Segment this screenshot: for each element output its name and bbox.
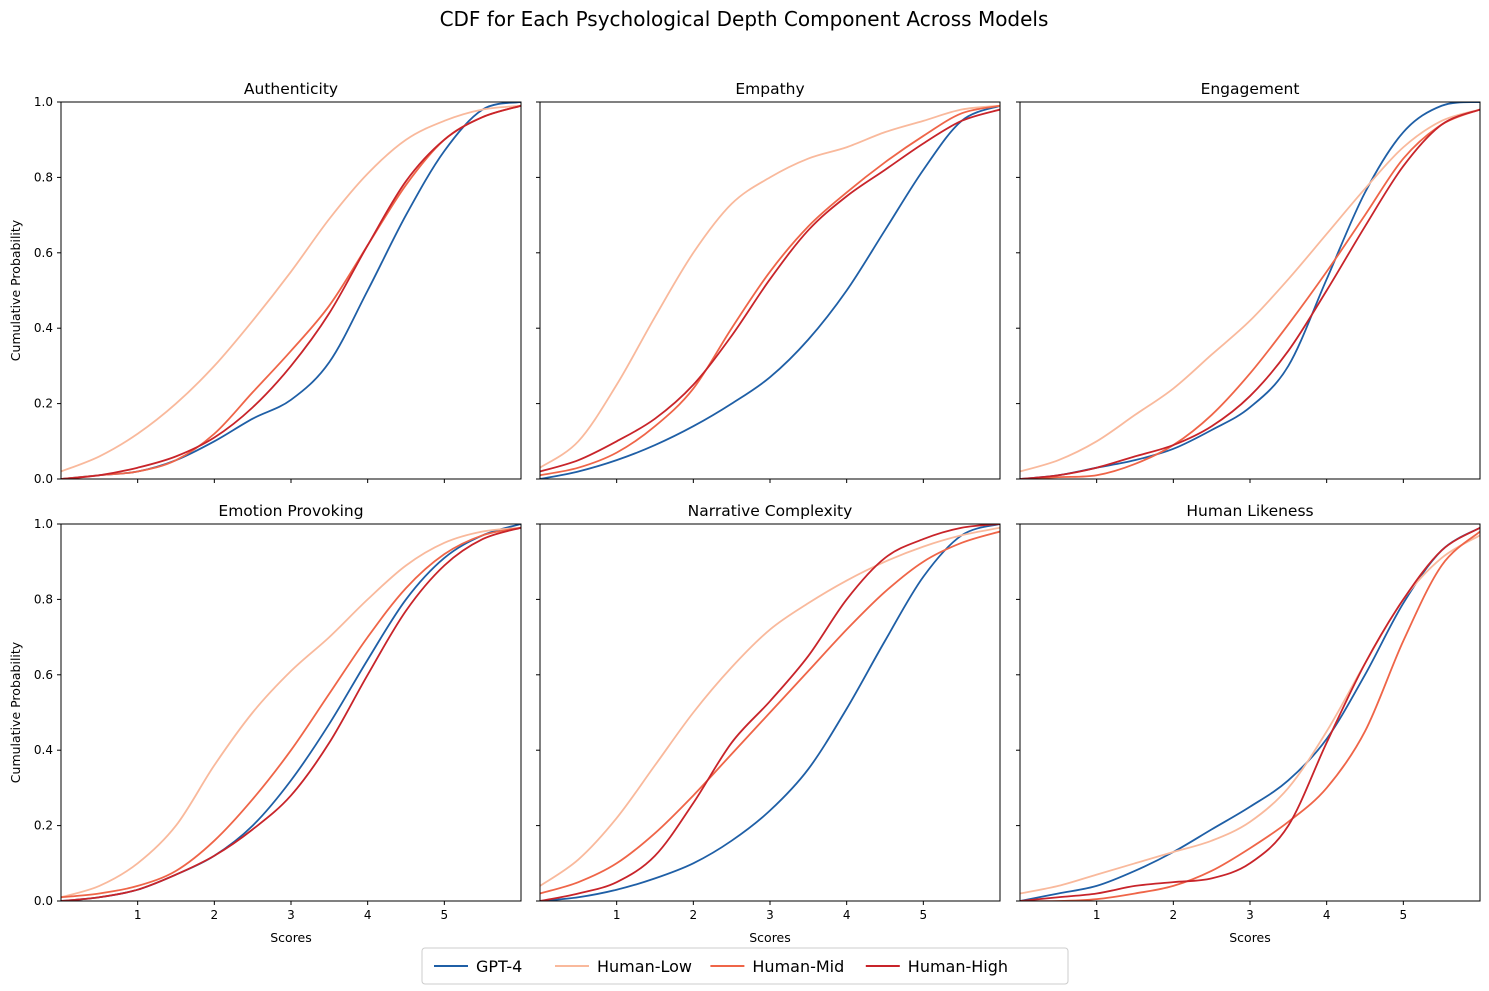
legend-label-human-high: Human-High [908, 957, 1008, 976]
x-tick-label: 1 [1093, 908, 1101, 922]
series-line-gpt-4 [61, 102, 521, 479]
series-line-human-mid [61, 526, 521, 899]
series-line-human-mid [540, 104, 1000, 477]
series-line-human-low [61, 526, 521, 899]
series-line-gpt-4 [540, 104, 1000, 479]
series-line-gpt-4 [1020, 102, 1480, 479]
y-tick-label: 0.4 [34, 743, 53, 757]
axes-frame [1019, 523, 1481, 902]
series-group [540, 104, 1000, 479]
series-line-human-high [540, 524, 1000, 901]
y-axis-label: Cumulative Probability [8, 219, 23, 361]
series-group [540, 524, 1000, 901]
x-tick-label: 5 [920, 908, 928, 922]
series-group [61, 102, 521, 479]
x-tick-label: 3 [1246, 908, 1254, 922]
y-tick-label: 1.0 [34, 517, 53, 531]
x-axis-label: Scores [749, 930, 791, 945]
series-line-human-high [1020, 526, 1480, 901]
series-line-human-low [540, 526, 1000, 887]
legend: GPT-4 Human-Low Human-Mid Human-High [421, 947, 1069, 985]
series-line-gpt-4 [540, 524, 1000, 901]
y-axis-label: Cumulative Probability [8, 641, 23, 783]
series-line-human-mid [61, 104, 521, 479]
series-line-gpt-4 [1020, 526, 1480, 901]
y-tick-label: 0.8 [34, 170, 53, 184]
series-line-human-low [61, 104, 521, 473]
series-line-human-low [540, 104, 1000, 469]
series-line-human-high [1020, 108, 1480, 479]
subplot-title: Human Likeness [1186, 502, 1313, 520]
series-line-human-mid [1020, 108, 1480, 479]
x-tick-label: 2 [690, 908, 698, 922]
y-tick-label: 0.6 [34, 668, 53, 682]
legend-frame [421, 947, 1069, 985]
series-line-human-mid [1020, 530, 1480, 901]
x-tick-label: 4 [1323, 908, 1331, 922]
x-tick-label: 1 [613, 908, 621, 922]
x-tick-label: 5 [441, 908, 449, 922]
x-tick-label: 4 [843, 908, 851, 922]
series-line-human-high [61, 104, 521, 479]
subplot-engagement: Engagement [1016, 80, 1481, 483]
x-tick-label: 3 [287, 908, 295, 922]
subplot-narrative-complexity: 1 2 3 4 5 Narrative Complexity Scores [536, 502, 1001, 945]
series-line-human-high [61, 526, 521, 901]
legend-label-human-low: Human-Low [597, 957, 692, 976]
series-line-gpt-4 [61, 524, 521, 901]
y-tick-label: 0.8 [34, 592, 53, 606]
x-tick-label: 5 [1400, 908, 1408, 922]
y-tick-label: 0.0 [34, 894, 53, 908]
series-line-human-low [1020, 108, 1480, 473]
x-tick-label: 2 [211, 908, 219, 922]
y-tick-label: 0.2 [34, 819, 53, 833]
figure-title: CDF for Each Psychological Depth Compone… [440, 7, 1049, 31]
subplot-human-likeness: 1 2 3 4 5 Human Likeness Scores [1016, 502, 1481, 945]
subplot-title: Authenticity [244, 80, 338, 98]
x-tick-label: 1 [134, 908, 142, 922]
y-tick-label: 0.4 [34, 321, 53, 335]
y-tick-label: 0.6 [34, 246, 53, 260]
series-group [1020, 102, 1480, 479]
axes-frame [60, 523, 522, 902]
series-line-human-high [540, 108, 1000, 473]
series-group [1020, 526, 1480, 901]
axes-frame [1019, 101, 1481, 480]
series-group [61, 524, 521, 901]
y-tick-label: 0.0 [34, 472, 53, 486]
y-tick-label: 1.0 [34, 95, 53, 109]
subplot-title: Narrative Complexity [688, 502, 853, 520]
subplot-title: Emotion Provoking [218, 502, 363, 520]
subplot-grid: 0.0 0.2 0.4 0.6 0.8 1.0 Authenticity Cumulative… [8, 80, 1481, 945]
y-tick-label: 0.2 [34, 397, 53, 411]
subplot-title: Empathy [735, 80, 804, 98]
subplot-authenticity: 0.0 0.2 0.4 0.6 0.8 1.0 Authenticity Cumulative… [8, 80, 522, 486]
legend-label-gpt-4: GPT-4 [476, 957, 522, 976]
x-tick-label: 3 [766, 908, 774, 922]
x-axis-label: Scores [1229, 930, 1271, 945]
subplot-title: Engagement [1201, 80, 1300, 98]
x-tick-label: 4 [364, 908, 372, 922]
subplot-empathy: Empathy [536, 80, 1001, 483]
subplot-emotion-provoking: 1 2 3 4 5 0.0 0.2 0.4 0.6 0.8 1.0 Emotion Provoking… [8, 502, 522, 945]
x-axis-label: Scores [270, 930, 312, 945]
axes-frame [60, 101, 522, 480]
x-tick-label: 2 [1170, 908, 1178, 922]
series-line-human-mid [540, 530, 1000, 895]
legend-label-human-mid: Human-Mid [752, 957, 844, 976]
